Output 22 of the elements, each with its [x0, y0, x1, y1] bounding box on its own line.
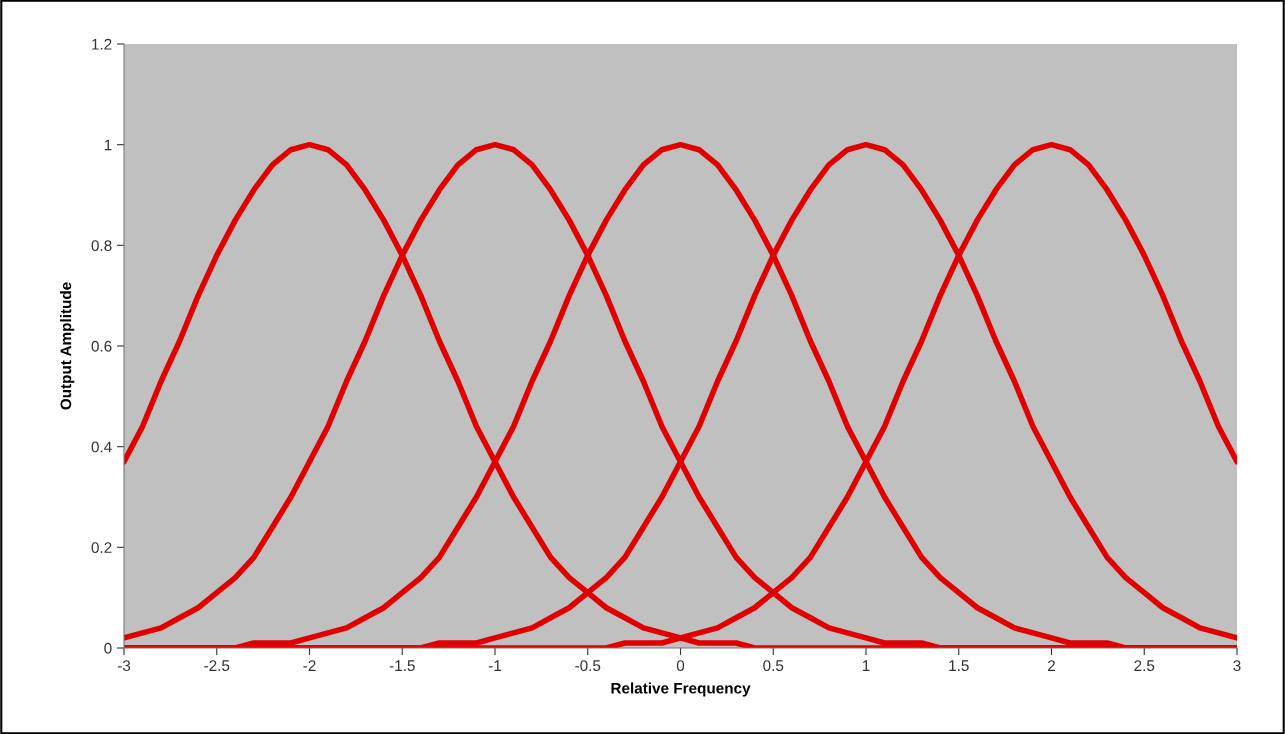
x-tick-label: 3	[1233, 660, 1241, 672]
x-tick-label: -1	[488, 660, 502, 671]
x-tick-label: 2.5	[1134, 660, 1155, 672]
x-tick-label: -3	[117, 660, 131, 672]
y-tick-label: 1.2	[92, 38, 112, 50]
x-tick-label: -2.5	[204, 660, 230, 672]
y-tick-label: 0	[104, 642, 112, 654]
y-tick-label: 0.8	[91, 240, 112, 252]
y-tick-label: 0.4	[91, 441, 112, 453]
x-tick-label: -0.5	[575, 660, 601, 672]
x-tick-label: 1	[862, 660, 870, 671]
y-tick-label: 0.6	[91, 340, 112, 352]
x-tick-label: 0	[676, 660, 685, 672]
x-tick-label: 0.5	[763, 660, 784, 672]
y-axis-title: Output Amplitude	[60, 282, 75, 410]
x-tick-label: 1.5	[949, 660, 969, 672]
x-tick-label: -2	[303, 660, 316, 671]
y-tick-label: 1	[104, 139, 112, 151]
x-tick-label: 2	[1048, 660, 1055, 671]
x-tick-label: -1.5	[389, 660, 415, 672]
y-tick-label: 0.2	[91, 542, 112, 554]
x-axis-title: Relative Frequency	[611, 682, 751, 697]
